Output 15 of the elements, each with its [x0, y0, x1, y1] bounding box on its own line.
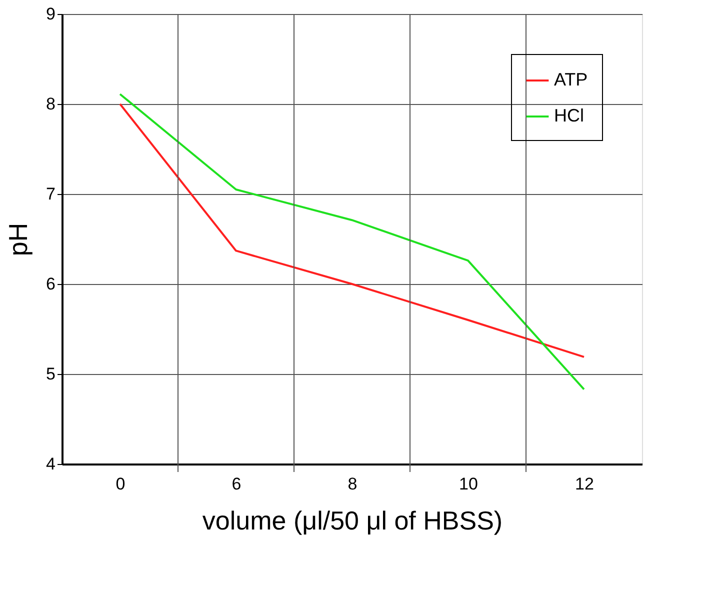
y-axis-title: pH	[3, 222, 34, 256]
y-tick-label: 5	[46, 364, 56, 384]
legend-label: ATP	[554, 70, 588, 90]
y-tick-label: 8	[46, 94, 56, 114]
x-tick-label: 0	[116, 474, 126, 494]
x-tick-label: 12	[575, 474, 594, 494]
y-tick-label: 4	[46, 454, 56, 474]
x-tick-label: 8	[348, 474, 358, 494]
x-tick-label: 6	[232, 474, 242, 494]
x-axis-title: volume (μl/50 μl of HBSS)	[202, 506, 503, 536]
y-tick-label: 9	[46, 4, 56, 24]
x-tick-label: 10	[459, 474, 478, 494]
y-tick-label: 6	[46, 274, 56, 294]
y-tick-label: 7	[46, 184, 56, 204]
legend-label: HCl	[554, 106, 584, 126]
